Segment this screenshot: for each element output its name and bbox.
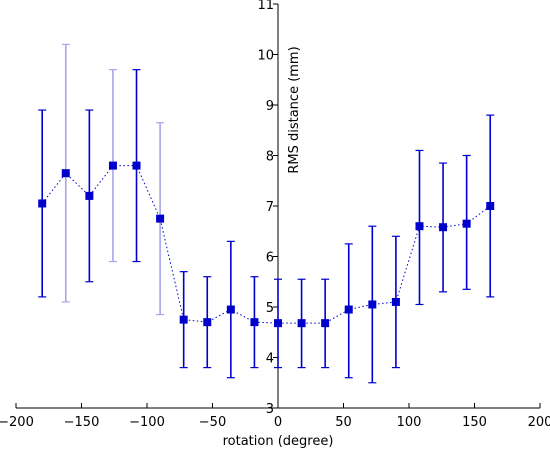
data-point: [439, 223, 448, 232]
data-point: [38, 199, 47, 208]
x-ticks: −200 −150 −100 −50 0 50 100 150 200: [0, 403, 550, 430]
x-tick-label: 200: [528, 415, 550, 430]
data-point: [203, 318, 212, 327]
data-point: [61, 169, 70, 178]
y-tick-label: 8: [266, 150, 274, 165]
data-point: [462, 219, 471, 228]
x-tick-label: −100: [129, 415, 165, 430]
x-tick-label: 150: [462, 415, 487, 430]
x-axis-label: rotation (degree): [223, 434, 334, 449]
y-tick-label: 4: [266, 352, 274, 367]
data-point: [108, 161, 117, 170]
y-tick-label: 6: [266, 251, 274, 266]
x-tick-label: 50: [335, 415, 352, 430]
x-tick-label: 0: [274, 415, 282, 430]
data-point: [344, 305, 353, 314]
y-tick-label: 5: [266, 301, 274, 316]
x-tick-label: −200: [0, 415, 34, 430]
series-line: [41, 165, 491, 324]
y-ticks: 3 4 5 6 7 8 9 10 11: [257, 0, 278, 417]
data-point: [179, 315, 188, 324]
data-point: [321, 319, 330, 328]
y-tick-label: 11: [257, 0, 274, 13]
y-tick-label: 9: [266, 99, 274, 114]
data-point: [297, 319, 306, 328]
y-tick-label: 10: [257, 49, 274, 64]
data-point: [415, 222, 424, 231]
data-point: [274, 319, 282, 328]
y-tick-label: 7: [266, 200, 274, 215]
data-point: [156, 214, 165, 223]
y-axis-label: RMS distance (mm): [287, 46, 302, 173]
y-tick-label: 3: [266, 402, 274, 417]
x-tick-label: −150: [64, 415, 100, 430]
data-point: [85, 191, 94, 200]
data-point: [486, 202, 495, 210]
data-point: [391, 297, 400, 306]
x-tick-label: 100: [397, 415, 422, 430]
data-point: [226, 305, 235, 314]
x-tick-label: −50: [199, 415, 226, 430]
data-point: [368, 300, 377, 309]
data-point: [132, 161, 141, 170]
plot-area: [38, 43, 495, 384]
data-point: [250, 318, 259, 327]
